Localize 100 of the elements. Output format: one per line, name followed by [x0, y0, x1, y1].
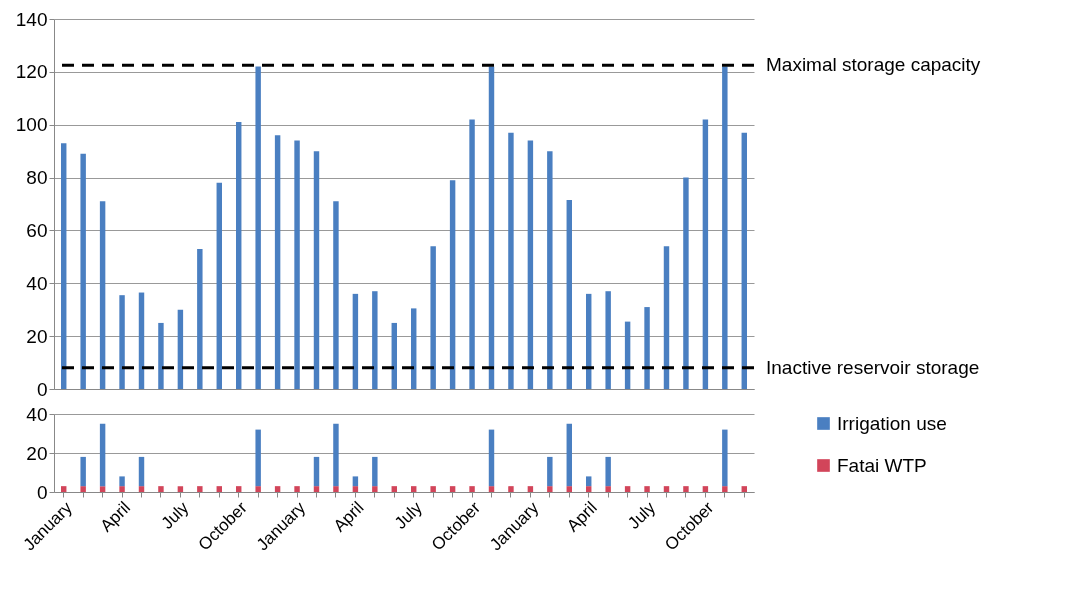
bar — [216, 182, 222, 389]
bar — [469, 486, 475, 492]
bar — [313, 486, 320, 492]
bar — [449, 486, 456, 492]
bar — [99, 486, 106, 492]
bar — [527, 486, 534, 492]
bar — [372, 456, 378, 487]
bar — [741, 486, 747, 492]
bar — [391, 486, 397, 492]
bar — [80, 153, 86, 389]
bar — [197, 248, 203, 389]
bar — [663, 246, 670, 389]
bar — [255, 486, 261, 492]
bar — [80, 486, 86, 492]
bar — [313, 456, 320, 487]
bar — [352, 476, 359, 487]
bar — [119, 295, 125, 389]
bar — [158, 486, 164, 492]
bar — [722, 486, 728, 492]
bar — [605, 456, 611, 487]
y-tick-label: 40 — [26, 403, 48, 425]
bar — [138, 456, 145, 487]
y-tick-label: 120 — [15, 61, 48, 83]
bar — [586, 486, 592, 492]
bar — [663, 486, 670, 492]
bar — [274, 135, 281, 389]
bar — [294, 486, 300, 492]
y-tick-label: 20 — [26, 442, 48, 464]
bar — [566, 486, 572, 492]
bar — [216, 486, 222, 492]
bar — [391, 322, 397, 389]
bar — [255, 429, 261, 487]
bar — [547, 486, 553, 492]
bar — [411, 486, 417, 492]
bar — [333, 423, 339, 487]
legend-label: Fatai WTP — [837, 454, 927, 476]
bar — [352, 293, 359, 389]
y-tick-label: 0 — [36, 481, 48, 503]
bar — [586, 476, 592, 487]
bar — [294, 140, 300, 389]
bar — [197, 486, 203, 492]
bar — [99, 423, 106, 487]
x-tick-label: July — [157, 497, 193, 533]
bar — [488, 429, 495, 487]
bar — [333, 201, 339, 389]
bar — [683, 177, 689, 389]
bar — [119, 486, 125, 492]
bar — [547, 151, 553, 389]
bar — [236, 122, 242, 389]
bar — [372, 291, 378, 389]
y-tick-label: 0 — [36, 378, 48, 400]
bar — [177, 486, 184, 492]
bar — [430, 486, 436, 492]
bar — [722, 66, 728, 389]
bar — [177, 309, 184, 389]
bar — [566, 200, 572, 389]
bar — [508, 486, 514, 492]
y-tick-label: 100 — [15, 114, 48, 136]
y-tick-label: 80 — [26, 167, 48, 189]
bar — [683, 486, 689, 492]
bar — [333, 486, 339, 492]
bar — [138, 486, 145, 492]
bar — [449, 180, 456, 389]
bar — [411, 308, 417, 389]
bar — [138, 292, 145, 389]
bar — [80, 456, 86, 487]
x-tick-label: July — [624, 497, 660, 533]
bar — [61, 486, 67, 492]
bar — [488, 486, 495, 492]
bar — [702, 119, 709, 389]
bar — [508, 132, 514, 389]
bar — [99, 201, 106, 389]
bar — [566, 423, 572, 487]
x-tick-label: July — [390, 497, 427, 533]
bar — [605, 291, 611, 389]
bar — [741, 132, 747, 389]
bar — [274, 486, 281, 492]
bar — [644, 486, 650, 492]
bar — [547, 456, 553, 487]
bar — [158, 322, 164, 389]
legend-label: Irrigation use — [837, 412, 947, 434]
bar — [352, 486, 359, 492]
bar — [527, 140, 534, 389]
y-tick-label: 40 — [26, 272, 48, 294]
bar — [644, 307, 650, 389]
ref-line-label: Maximal storage capacity — [766, 54, 981, 76]
bar — [722, 429, 728, 487]
bar — [372, 486, 378, 492]
y-tick-label: 20 — [26, 325, 48, 347]
bar — [313, 151, 320, 389]
bar — [255, 66, 261, 389]
bar — [702, 486, 709, 492]
bar — [488, 66, 495, 389]
bar — [605, 486, 611, 492]
bar — [624, 486, 631, 492]
bar — [61, 143, 67, 389]
bar — [236, 486, 242, 492]
y-tick-label: 60 — [26, 219, 48, 241]
ref-line-label: Inactive reservoir storage — [766, 356, 980, 378]
y-tick-label: 140 — [15, 8, 48, 30]
